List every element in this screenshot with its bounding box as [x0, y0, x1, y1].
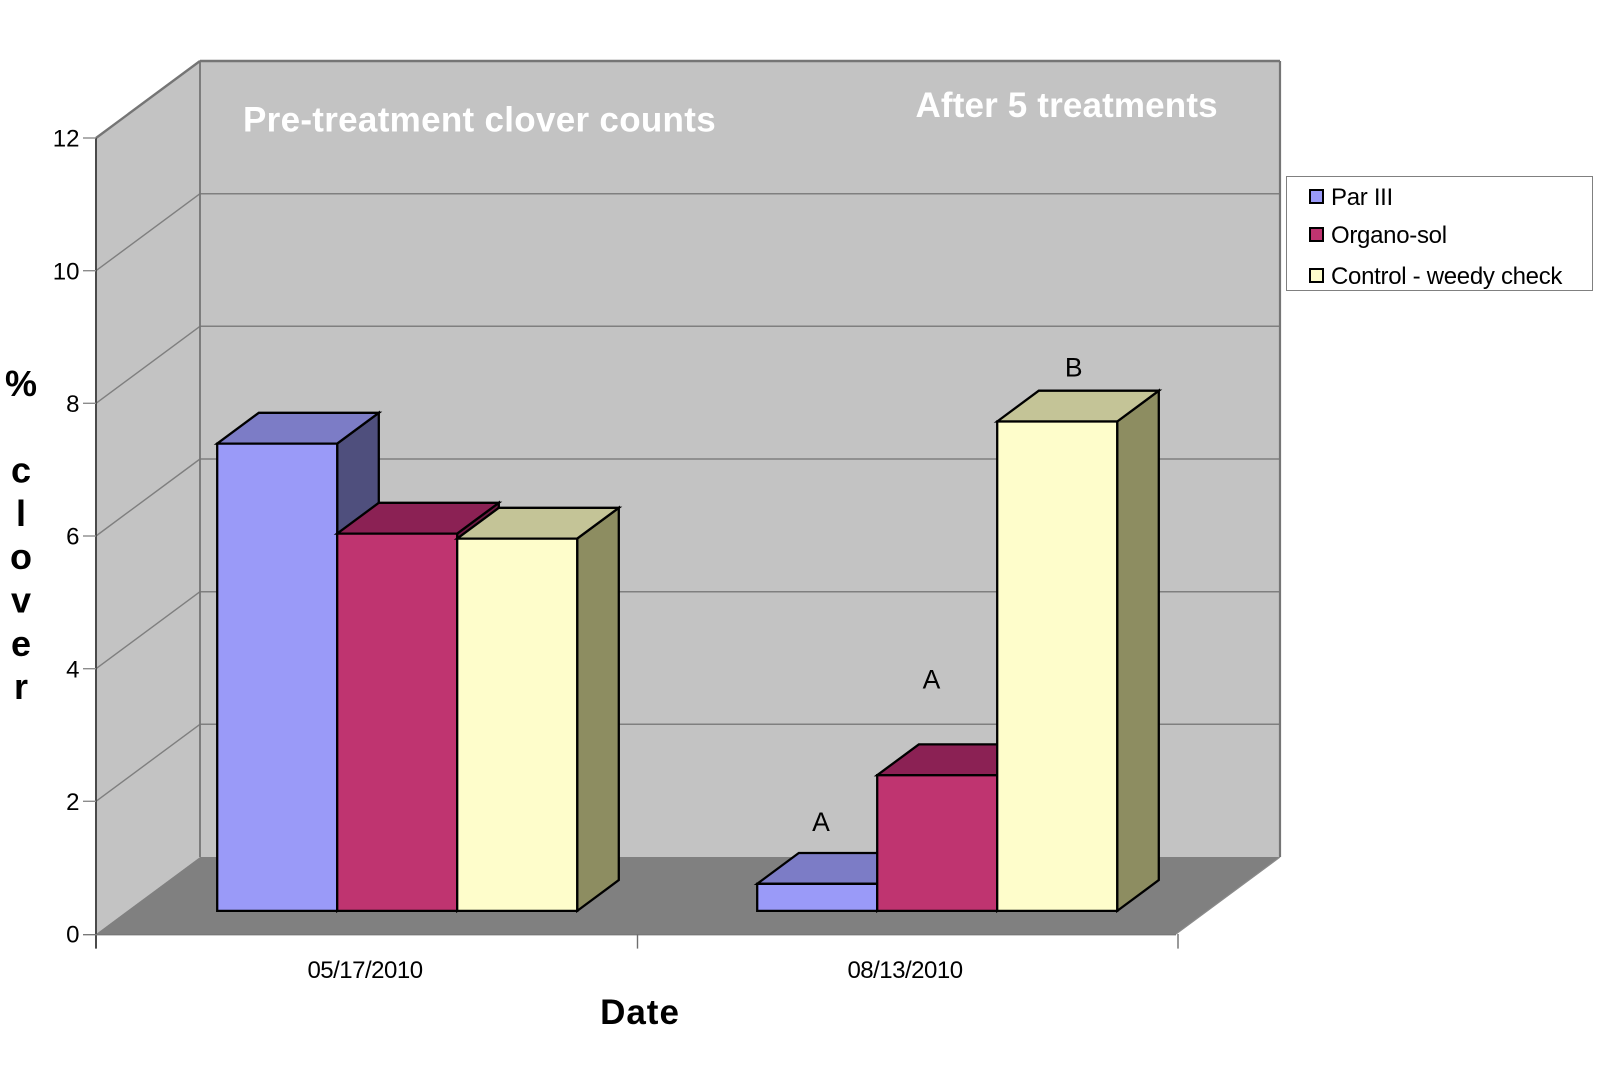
svg-text:r: r [14, 666, 28, 707]
svg-text:Control - weedy check: Control - weedy check [1331, 263, 1563, 290]
svg-text:l: l [16, 493, 26, 534]
svg-text:05/17/2010: 05/17/2010 [307, 957, 422, 984]
svg-text:Date: Date [600, 993, 680, 1032]
svg-text:Pre-treatment clover counts: Pre-treatment clover counts [243, 101, 716, 140]
svg-text:A: A [923, 665, 941, 695]
svg-text:v: v [11, 580, 31, 621]
svg-text:08/13/2010: 08/13/2010 [847, 957, 962, 984]
svg-text:10: 10 [53, 258, 80, 285]
svg-text:B: B [1065, 353, 1083, 383]
svg-text:o: o [10, 536, 32, 577]
svg-text:After 5 treatments: After 5 treatments [916, 86, 1218, 125]
svg-text:4: 4 [66, 656, 79, 683]
svg-text:c: c [11, 450, 31, 491]
svg-text:e: e [11, 623, 31, 664]
svg-text:8: 8 [66, 391, 79, 418]
svg-text:2: 2 [66, 789, 79, 816]
svg-text:A: A [812, 807, 830, 837]
svg-text:%: % [5, 363, 37, 404]
svg-text:6: 6 [66, 524, 79, 551]
svg-text:0: 0 [66, 922, 79, 949]
svg-text:Par III: Par III [1331, 184, 1393, 211]
svg-text:12: 12 [53, 126, 80, 153]
svg-text:Organo-sol: Organo-sol [1331, 222, 1447, 249]
